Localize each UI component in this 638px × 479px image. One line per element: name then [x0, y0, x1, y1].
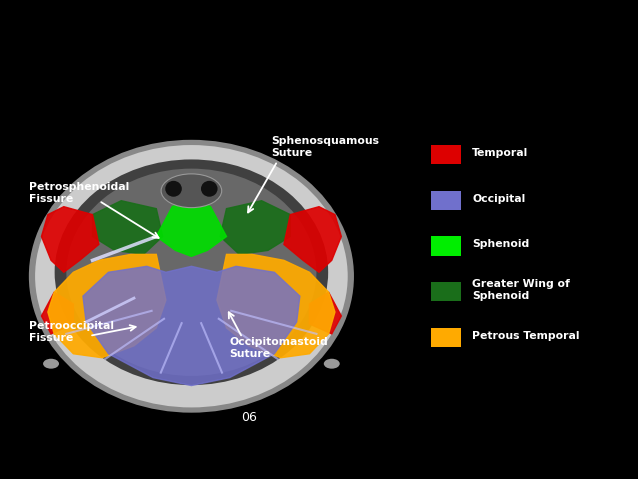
Text: Occipitomastoid
Suture: Occipitomastoid Suture [230, 337, 329, 359]
Text: Greater Wing of
Sphenoid: Greater Wing of Sphenoid [472, 279, 570, 301]
Polygon shape [284, 206, 341, 272]
Polygon shape [220, 201, 290, 254]
Polygon shape [93, 201, 163, 254]
Text: Petrous Temporal: Petrous Temporal [472, 331, 579, 341]
FancyBboxPatch shape [431, 282, 461, 301]
Text: 06: 06 [241, 411, 256, 424]
Ellipse shape [66, 169, 316, 376]
FancyBboxPatch shape [431, 328, 461, 347]
Polygon shape [309, 292, 341, 334]
Polygon shape [41, 206, 99, 272]
Polygon shape [217, 254, 335, 358]
FancyBboxPatch shape [431, 237, 461, 256]
FancyBboxPatch shape [431, 145, 461, 164]
Polygon shape [41, 292, 73, 334]
Ellipse shape [323, 359, 339, 369]
Polygon shape [48, 254, 166, 358]
Text: Petrosphenoidal
Fissure: Petrosphenoidal Fissure [29, 182, 129, 204]
Polygon shape [156, 199, 226, 256]
FancyBboxPatch shape [431, 191, 461, 210]
Text: Sphenosquamous
Suture: Sphenosquamous Suture [271, 136, 379, 158]
Ellipse shape [55, 160, 328, 385]
Text: Sphenoid: Sphenoid [472, 240, 530, 250]
Ellipse shape [165, 181, 182, 197]
Ellipse shape [35, 145, 348, 408]
Ellipse shape [29, 140, 354, 413]
Text: Petrooccipital
Fissure: Petrooccipital Fissure [29, 321, 114, 343]
Text: Temporal: Temporal [472, 148, 528, 158]
Text: Occipital: Occipital [472, 194, 525, 204]
Ellipse shape [201, 181, 218, 197]
Ellipse shape [161, 174, 222, 208]
Polygon shape [83, 266, 300, 386]
Ellipse shape [43, 359, 59, 369]
